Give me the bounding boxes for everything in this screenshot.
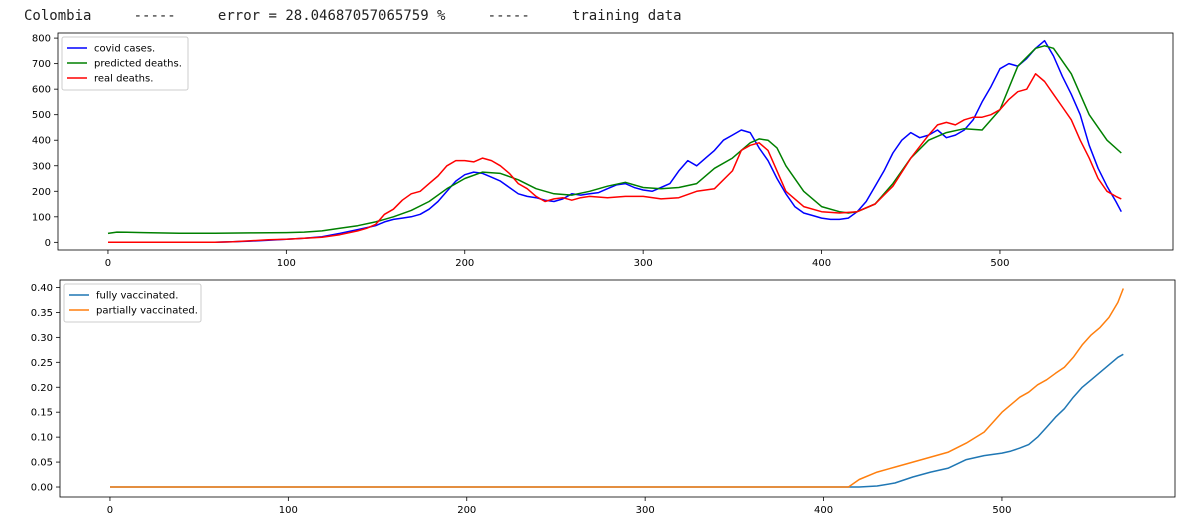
- y-tick-label: 500: [32, 110, 51, 121]
- legend-label: fully vaccinated.: [96, 291, 178, 302]
- x-tick-label: 200: [455, 258, 474, 269]
- legend: covid cases. predicted deaths. real deaths…: [61, 36, 189, 91]
- country-name: Colombia: [24, 8, 92, 24]
- deaths-chart: 0 100 200 300 400 500 0 100 200 300 400 500 600 700 80…: [32, 32, 1174, 269]
- y-tick-label: 200: [32, 187, 51, 198]
- x-tick-label: 400: [814, 505, 833, 516]
- legend-label: covid cases.: [94, 44, 155, 55]
- y-tick-label: 100: [32, 212, 51, 223]
- x-tick-label: 100: [279, 505, 298, 516]
- plot-frame: [57, 32, 1174, 251]
- y-tick-label: 0.10: [31, 433, 53, 444]
- y-tick-label: 0.15: [31, 408, 53, 419]
- x-tick-label: 400: [812, 258, 831, 269]
- series-line-predicted-deaths: [107, 45, 1122, 235]
- legend-label: partially vaccinated.: [96, 306, 198, 317]
- series-line-covid-cases: [108, 39, 1122, 244]
- plot-frame: [59, 279, 1176, 498]
- y-tick-label: 0.20: [31, 383, 53, 394]
- y-tick-label: 400: [32, 136, 51, 147]
- x-tick-label: 100: [277, 258, 296, 269]
- x-tick-label: 200: [457, 505, 476, 516]
- figure-header: Colombia ----- error = 28.04687057065759…: [24, 8, 682, 24]
- y-tick-label: 0.05: [31, 458, 53, 469]
- y-tick-label: 800: [32, 34, 51, 45]
- y-tick-label: 0.35: [31, 308, 53, 319]
- legend-label: predicted deaths.: [94, 59, 182, 70]
- series-line-fully-vaccinated: [110, 353, 1124, 488]
- vaccination-chart: 0 100 200 300 400 500 0.00 0.05 0.10 0.15 0.20 0.25…: [31, 279, 1176, 516]
- error-value: error = 28.04687057065759 %: [217, 8, 446, 24]
- separator-1: -----: [133, 8, 176, 24]
- series-line-real-deaths: [108, 73, 1122, 244]
- data-mode: training data: [571, 8, 682, 24]
- y-tick-label: 0.40: [31, 283, 53, 294]
- y-tick-label: 0.30: [31, 333, 53, 344]
- y-tick-label: 0.00: [31, 483, 53, 494]
- x-tick-label: 0: [107, 505, 113, 516]
- x-tick-label: 0: [105, 258, 111, 269]
- y-tick-label: 300: [32, 161, 51, 172]
- legend-label: real deaths.: [94, 74, 153, 85]
- separator-2: -----: [487, 8, 530, 24]
- y-tick-label: 0: [45, 238, 51, 249]
- x-tick-label: 300: [634, 258, 653, 269]
- y-tick-label: 700: [32, 59, 51, 70]
- legend: fully vaccinated. partially vaccinated.: [63, 283, 202, 323]
- x-tick-label: 300: [636, 505, 655, 516]
- x-tick-label: 500: [990, 258, 1009, 269]
- x-tick-label: 500: [992, 505, 1011, 516]
- y-tick-label: 600: [32, 85, 51, 96]
- series-line-partially-vaccinated: [110, 288, 1124, 488]
- y-tick-label: 0.25: [31, 358, 53, 369]
